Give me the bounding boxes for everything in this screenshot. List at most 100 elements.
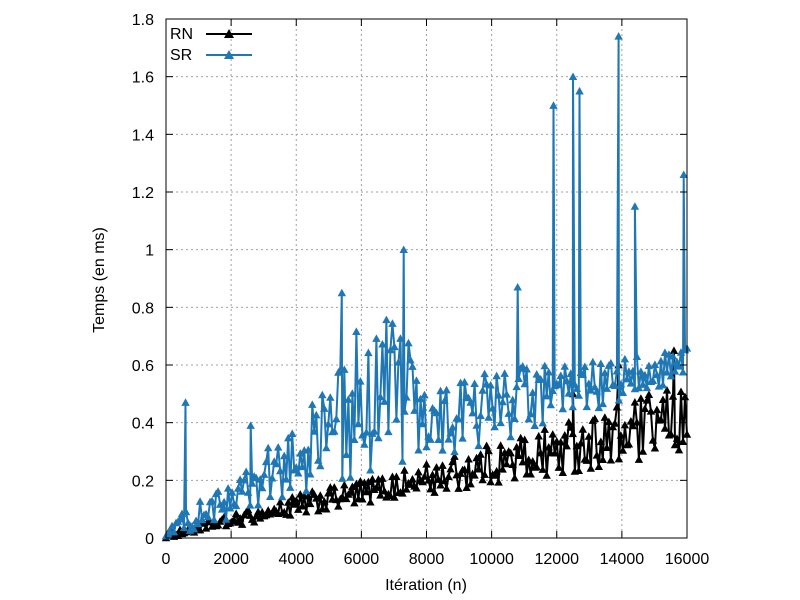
data-point-sr bbox=[418, 419, 427, 428]
data-point-sr bbox=[632, 352, 642, 360]
data-point-sr bbox=[628, 366, 638, 375]
data-point-sr bbox=[400, 407, 409, 415]
grid bbox=[166, 19, 687, 538]
data-point-sr bbox=[568, 402, 577, 411]
data-point-sr bbox=[498, 397, 507, 406]
data-point-sr bbox=[634, 383, 644, 392]
data-point-sr bbox=[650, 360, 660, 368]
data-point-sr bbox=[304, 445, 313, 454]
data-point-sr bbox=[566, 369, 575, 377]
data-point-rn bbox=[590, 414, 600, 423]
data-point-rn bbox=[512, 442, 521, 451]
data-point-sr bbox=[308, 400, 317, 408]
y-axis-title: Temps (en ms) bbox=[91, 227, 108, 333]
y-tick-label: 1.4 bbox=[132, 127, 154, 144]
data-point-sr bbox=[652, 370, 662, 379]
data-point-rn bbox=[606, 455, 616, 464]
data-point-sr bbox=[446, 428, 455, 437]
data-point-rn bbox=[568, 429, 577, 438]
data-point-sr bbox=[322, 443, 331, 452]
data-point-rn bbox=[322, 504, 331, 513]
x-tick-label: 2000 bbox=[213, 551, 249, 568]
data-point-rn bbox=[366, 497, 375, 506]
data-point-rn bbox=[290, 500, 299, 508]
data-point-rn bbox=[480, 470, 489, 478]
data-point-sr bbox=[390, 342, 399, 351]
data-point-rn bbox=[506, 448, 515, 457]
data-point-rn bbox=[652, 405, 662, 414]
data-point-sr bbox=[618, 388, 628, 397]
data-point-rn bbox=[316, 491, 325, 499]
plot-series-area bbox=[161, 32, 692, 542]
data-point-rn bbox=[320, 497, 329, 505]
data-point-sr bbox=[233, 484, 243, 492]
data-point-rn bbox=[460, 465, 469, 473]
data-point-sr bbox=[306, 469, 315, 478]
data-point-sr bbox=[538, 418, 547, 427]
y-tick-label: 0.4 bbox=[132, 416, 154, 433]
data-point-rn bbox=[644, 390, 654, 398]
data-point-rn bbox=[231, 509, 241, 517]
data-point-sr bbox=[247, 479, 257, 487]
data-point-rn bbox=[334, 502, 343, 510]
data-point-rn bbox=[670, 440, 680, 449]
data-point-sr bbox=[513, 282, 522, 291]
data-point-rn bbox=[602, 443, 612, 452]
data-point-rn bbox=[306, 499, 315, 508]
data-point-sr bbox=[438, 446, 447, 454]
data-point-sr bbox=[460, 377, 469, 386]
data-point-rn bbox=[650, 443, 660, 452]
data-point-sr bbox=[255, 475, 265, 483]
data-point-sr bbox=[512, 382, 521, 391]
data-point-sr bbox=[502, 390, 511, 398]
data-point-rn bbox=[538, 465, 547, 473]
data-point-rn bbox=[422, 460, 431, 468]
data-point-sr bbox=[640, 370, 650, 379]
data-point-sr bbox=[614, 396, 624, 404]
legend-label-rn: RN bbox=[170, 26, 193, 43]
data-point-sr bbox=[662, 368, 672, 376]
data-point-rn bbox=[642, 396, 652, 404]
legend: RN SR bbox=[170, 26, 252, 64]
data-point-rn bbox=[518, 457, 527, 466]
data-point-sr bbox=[670, 367, 680, 375]
data-point-sr bbox=[492, 371, 501, 380]
legend-label-sr: SR bbox=[170, 47, 192, 64]
data-point-rn bbox=[444, 472, 453, 480]
data-point-sr bbox=[606, 358, 616, 367]
data-point-rn bbox=[474, 464, 483, 473]
data-point-rn bbox=[392, 472, 401, 481]
data-point-sr bbox=[674, 362, 684, 370]
data-point-rn bbox=[442, 484, 451, 492]
data-point-rn bbox=[658, 395, 668, 404]
data-point-sr bbox=[394, 358, 403, 366]
data-point-sr bbox=[282, 475, 291, 483]
data-point-sr bbox=[412, 376, 421, 384]
data-point-sr bbox=[167, 521, 177, 530]
data-point-sr bbox=[526, 409, 535, 418]
data-point-rn bbox=[640, 404, 650, 413]
data-point-sr bbox=[506, 432, 515, 441]
data-point-sr bbox=[549, 101, 558, 109]
x-tick-label: 6000 bbox=[344, 551, 380, 568]
data-point-sr bbox=[360, 440, 369, 448]
data-point-rn bbox=[346, 488, 355, 496]
data-point-sr bbox=[346, 473, 355, 481]
data-point-sr bbox=[564, 389, 573, 397]
data-point-rn bbox=[540, 425, 549, 433]
tick-labels: 0 2000 4000 6000 8000 10000 12000 14000 16000 0 0.… bbox=[132, 12, 710, 568]
data-point-sr bbox=[578, 370, 587, 379]
data-point-rn bbox=[668, 392, 678, 400]
data-point-sr bbox=[490, 422, 499, 431]
data-point-sr bbox=[280, 451, 289, 460]
data-point-rn bbox=[556, 437, 565, 446]
data-point-rn bbox=[558, 468, 567, 476]
data-point-sr bbox=[636, 367, 646, 375]
data-point-sr bbox=[286, 483, 295, 491]
data-point-rn bbox=[312, 494, 321, 502]
data-point-sr bbox=[382, 315, 391, 324]
data-point-rn bbox=[672, 434, 682, 442]
x-tick-label: 0 bbox=[162, 551, 171, 568]
data-point-rn bbox=[249, 517, 259, 526]
data-point-sr bbox=[263, 443, 273, 452]
